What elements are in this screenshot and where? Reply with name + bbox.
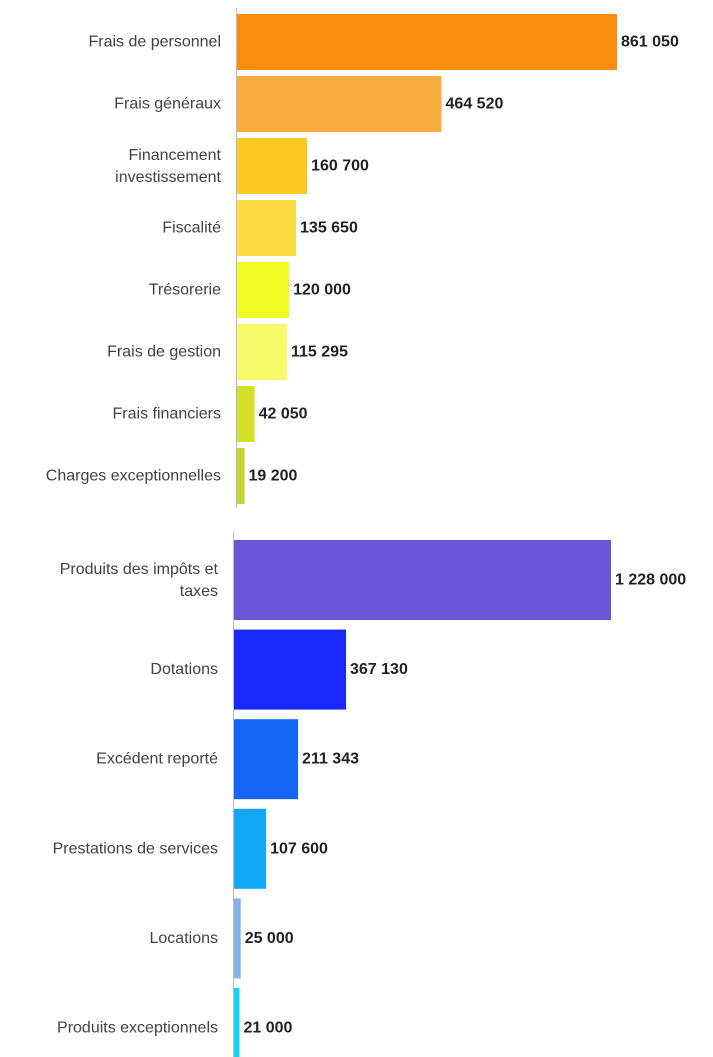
expenses-category-label-1: Frais généraux bbox=[114, 96, 221, 113]
revenues-bar-1 bbox=[233, 629, 347, 710]
revenues-category-label-0: Produits des impôts et taxes bbox=[60, 561, 219, 600]
expenses-value-label-6: 42 050 bbox=[259, 406, 308, 423]
expenses-value-label-1: 464 520 bbox=[446, 96, 504, 113]
revenues-bar-chart: 1 228 000 Produits des impôts et taxes 367 … bbox=[53, 532, 686, 1057]
expenses-category-label-5: Frais de gestion bbox=[107, 344, 221, 361]
expenses-bar-4 bbox=[236, 262, 290, 318]
revenues-bar-2 bbox=[233, 719, 299, 800]
revenues-bar-4 bbox=[233, 898, 241, 979]
expenses-value-label-7: 19 200 bbox=[248, 468, 297, 485]
revenues-category-label-3: Prestations de services bbox=[53, 840, 218, 857]
revenues-bar-3 bbox=[233, 808, 267, 889]
expenses-value-label-4: 120 000 bbox=[293, 282, 351, 299]
expenses-value-label-5: 115 295 bbox=[291, 344, 348, 361]
expenses-category-label-6: Frais financiers bbox=[113, 406, 221, 423]
expenses-bar-7 bbox=[236, 448, 245, 504]
revenues-value-label-5: 21 000 bbox=[243, 1020, 292, 1037]
expenses-value-label-3: 135 650 bbox=[300, 220, 358, 237]
expenses-category-label-3: Fiscalité bbox=[162, 220, 221, 237]
revenues-value-label-3: 107 600 bbox=[270, 840, 328, 857]
expenses-value-label-0: 861 050 bbox=[621, 34, 679, 51]
expenses-category-label-0: Frais de personnel bbox=[88, 34, 221, 51]
expenses-bar-1 bbox=[236, 76, 442, 132]
expenses-bar-2 bbox=[236, 138, 308, 194]
revenues-bar-5 bbox=[233, 988, 240, 1057]
expenses-category-label-4: Trésorerie bbox=[149, 282, 221, 299]
expenses-bar-chart: 861 050 Frais de personnel 464 520 Frais gé… bbox=[46, 8, 679, 508]
revenues-value-label-4: 25 000 bbox=[245, 930, 294, 947]
revenues-value-label-1: 367 130 bbox=[350, 661, 408, 678]
revenues-value-label-0: 1 228 000 bbox=[615, 572, 686, 589]
expenses-bar-0 bbox=[236, 14, 617, 70]
expenses-category-label-2: Financement investissement bbox=[115, 147, 221, 186]
revenues-category-label-1: Dotations bbox=[150, 661, 218, 678]
revenues-category-label-2: Excédent reporté bbox=[96, 751, 218, 768]
expenses-bar-6 bbox=[236, 386, 255, 442]
revenues-bar-0 bbox=[233, 540, 611, 620]
expenses-bar-3 bbox=[236, 200, 297, 256]
revenues-value-label-2: 211 343 bbox=[302, 751, 359, 768]
revenues-category-label-5: Produits exceptionnels bbox=[57, 1020, 218, 1037]
expenses-value-label-2: 160 700 bbox=[311, 158, 369, 175]
revenues-category-label-4: Locations bbox=[150, 930, 219, 947]
expenses-bar-5 bbox=[236, 324, 288, 380]
expenses-category-label-7: Charges exceptionnelles bbox=[46, 468, 221, 485]
